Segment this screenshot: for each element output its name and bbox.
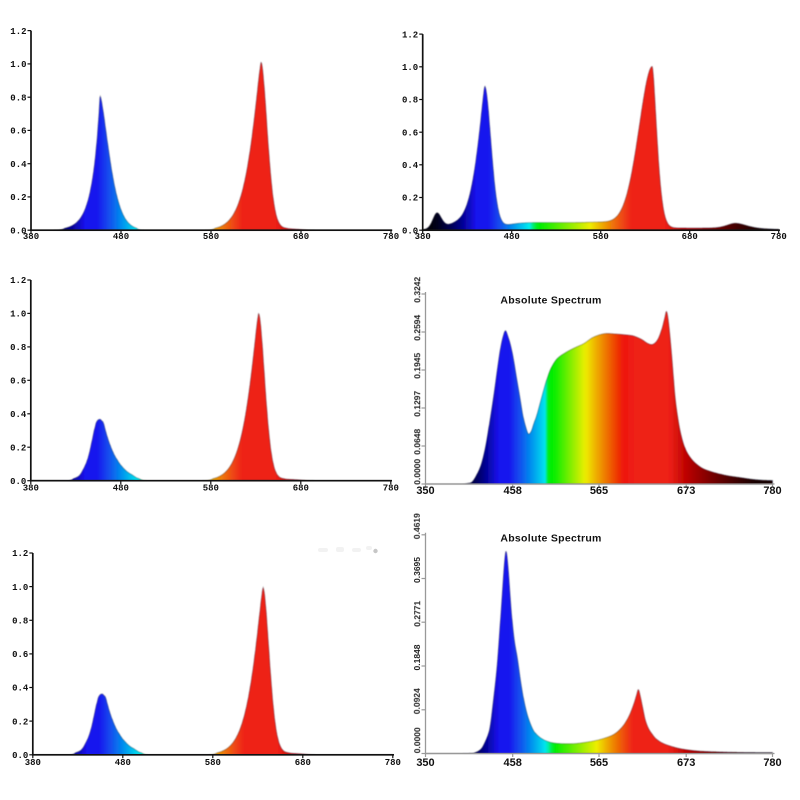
svg-text:580: 580 (205, 758, 221, 768)
svg-text:0.2594: 0.2594 (412, 315, 422, 341)
svg-text:0.3695: 0.3695 (412, 557, 422, 583)
svg-text:565: 565 (590, 757, 608, 769)
svg-text:0.8: 0.8 (10, 93, 26, 103)
svg-text:1.2: 1.2 (402, 30, 418, 40)
svg-text:0.2: 0.2 (10, 443, 26, 453)
svg-text:0.0: 0.0 (10, 477, 26, 487)
svg-text:0.6: 0.6 (12, 650, 28, 660)
svg-text:0.1297: 0.1297 (412, 391, 422, 417)
svg-text:380: 380 (415, 232, 431, 242)
svg-text:Absolute Spectrum: Absolute Spectrum (500, 533, 601, 545)
svg-text:0.4: 0.4 (10, 410, 27, 420)
svg-text:0.4: 0.4 (10, 160, 27, 170)
svg-text:1.0: 1.0 (12, 583, 28, 593)
svg-text:380: 380 (23, 483, 39, 493)
svg-text:350: 350 (416, 757, 434, 769)
svg-text:0.4619: 0.4619 (412, 513, 422, 539)
svg-text:680: 680 (295, 758, 311, 768)
svg-text:0.6: 0.6 (10, 127, 26, 137)
svg-text:0.0924: 0.0924 (412, 688, 422, 714)
svg-text:680: 680 (293, 483, 309, 493)
svg-text:Absolute Spectrum: Absolute Spectrum (500, 294, 601, 306)
svg-text:580: 580 (203, 232, 219, 242)
svg-text:0.2: 0.2 (10, 193, 26, 203)
svg-text:480: 480 (113, 483, 129, 493)
svg-text:780: 780 (385, 758, 401, 768)
svg-text:0.8: 0.8 (12, 617, 28, 627)
svg-text:680: 680 (293, 232, 309, 242)
svg-text:0.3242: 0.3242 (412, 277, 422, 303)
svg-text:0.0648: 0.0648 (412, 429, 422, 455)
svg-text:1.2: 1.2 (12, 549, 28, 559)
svg-text:673: 673 (677, 485, 695, 497)
svg-text:380: 380 (23, 232, 39, 242)
svg-text:565: 565 (590, 485, 608, 497)
svg-text:673: 673 (677, 757, 695, 769)
svg-text:0.0000: 0.0000 (412, 727, 422, 753)
svg-text:680: 680 (682, 232, 698, 242)
svg-text:0.2: 0.2 (12, 717, 28, 727)
svg-text:780: 780 (763, 485, 781, 497)
svg-text:580: 580 (203, 483, 219, 493)
svg-text:0.2771: 0.2771 (412, 601, 422, 627)
svg-text:0.8: 0.8 (10, 343, 26, 353)
svg-text:0.0: 0.0 (402, 226, 418, 236)
svg-text:458: 458 (504, 757, 522, 769)
svg-text:780: 780 (771, 232, 787, 242)
svg-text:780: 780 (383, 483, 399, 493)
svg-text:480: 480 (113, 232, 129, 242)
svg-text:1.0: 1.0 (10, 60, 26, 70)
svg-text:1.0: 1.0 (10, 310, 26, 320)
svg-text:1.2: 1.2 (10, 276, 26, 286)
svg-text:350: 350 (416, 485, 434, 497)
svg-text:0.4: 0.4 (402, 161, 419, 171)
svg-text:0.6: 0.6 (402, 128, 418, 138)
svg-text:0.8: 0.8 (402, 96, 418, 106)
svg-text:480: 480 (115, 758, 131, 768)
svg-text:380: 380 (25, 758, 41, 768)
svg-text:0.0: 0.0 (10, 226, 26, 236)
svg-text:580: 580 (593, 232, 609, 242)
svg-text:480: 480 (504, 232, 520, 242)
svg-text:458: 458 (504, 485, 522, 497)
svg-text:780: 780 (763, 757, 781, 769)
svg-text:0.0000: 0.0000 (412, 459, 422, 485)
svg-text:0.6: 0.6 (10, 377, 26, 387)
svg-text:0.2: 0.2 (402, 194, 418, 204)
svg-text:0.4: 0.4 (12, 684, 29, 694)
svg-text:780: 780 (383, 232, 399, 242)
svg-text:0.1848: 0.1848 (412, 644, 422, 670)
svg-text:0.0: 0.0 (12, 751, 28, 761)
svg-text:1.2: 1.2 (10, 27, 26, 37)
svg-text:1.0: 1.0 (402, 63, 418, 73)
svg-text:0.1945: 0.1945 (412, 353, 422, 379)
